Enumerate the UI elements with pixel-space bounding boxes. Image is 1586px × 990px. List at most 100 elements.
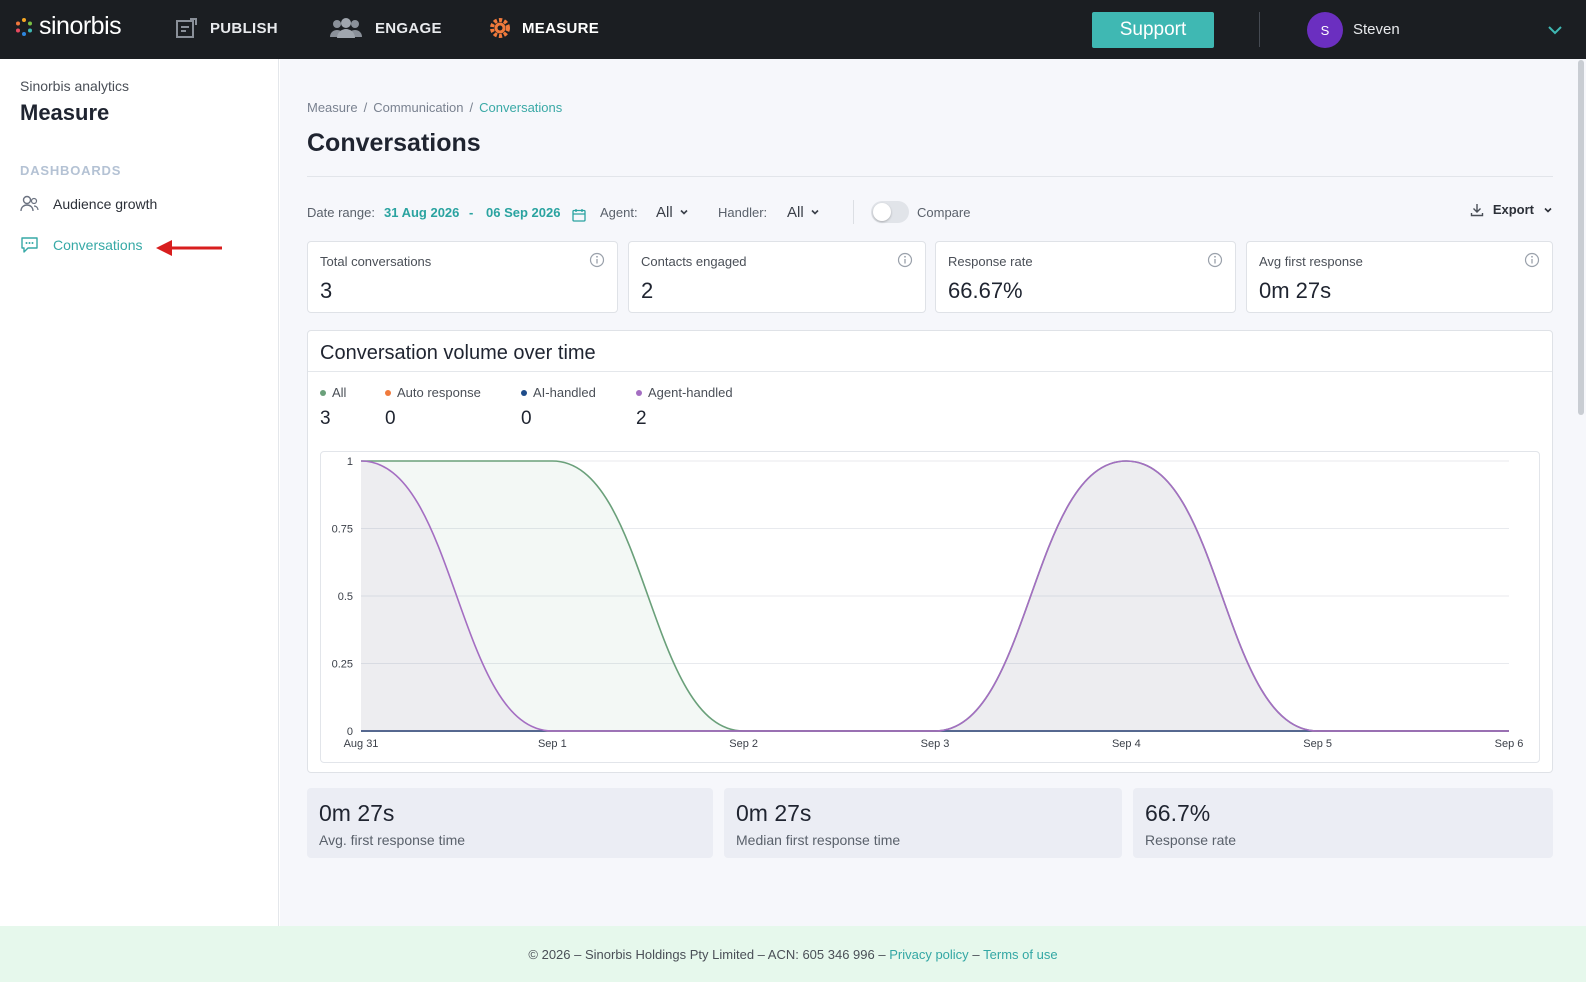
sidebar: Sinorbis analytics Measure DASHBOARDS Au… — [0, 59, 279, 926]
x-tick-label: Sep 1 — [538, 738, 567, 750]
user-name[interactable]: Steven — [1353, 21, 1400, 38]
legend-value: 0 — [385, 408, 396, 429]
kpi-label: Contacts engaged — [641, 254, 747, 269]
info-icon[interactable] — [589, 252, 605, 268]
legend-label: All — [332, 385, 347, 400]
kpi-response-rate: Response rate 66.67% — [935, 241, 1236, 313]
page-scrollbar[interactable] — [1578, 60, 1584, 415]
series-line-agent-handled — [360, 460, 1509, 732]
y-tick-label: 0 — [347, 726, 353, 738]
legend-auto-response[interactable]: Auto response 0 — [385, 385, 481, 430]
brand-name: sinorbis — [39, 12, 122, 40]
topbar-divider — [1259, 12, 1260, 47]
series-area-agent-handled — [361, 461, 1509, 731]
sidebar-item-conversations[interactable]: Conversations — [20, 236, 143, 254]
info-icon[interactable] — [1207, 252, 1223, 268]
kpi-label: Response rate — [948, 254, 1033, 269]
info-icon[interactable] — [897, 252, 913, 268]
kpi-value: 66.67% — [948, 278, 1023, 303]
y-tick-label: 0.75 — [332, 524, 353, 536]
date-start[interactable]: 31 Aug 2026 — [384, 204, 460, 220]
footer-copyright: © 2026 – Sinorbis Holdings Pty Limited –… — [528, 946, 886, 962]
sidebar-item-audience-growth[interactable]: Audience growth — [20, 195, 157, 213]
chevron-down-icon — [1544, 207, 1552, 213]
y-tick-label: 0.5 — [338, 591, 353, 603]
stat-avg-first-response-time: 0m 27s Avg. first response time — [307, 788, 713, 858]
chat-icon — [21, 237, 38, 253]
chevron-down-icon — [811, 209, 819, 215]
export-button[interactable]: Export — [1470, 202, 1553, 217]
nav-engage[interactable]: ENGAGE — [328, 17, 442, 39]
kpi-value: 0m 27s — [1259, 278, 1332, 303]
kpi-value: 2 — [641, 278, 654, 303]
breadcrumb-communication[interactable]: Communication — [373, 100, 464, 115]
handler-select-value: All — [787, 203, 804, 221]
x-tick-label: Sep 3 — [921, 738, 950, 750]
stat-label: Median first response time — [736, 832, 901, 848]
publish-icon — [176, 18, 197, 38]
stat-median-first-response-time: 0m 27s Median first response time — [724, 788, 1122, 858]
terms-of-use-link[interactable]: Terms of use — [983, 946, 1058, 962]
audience-icon — [20, 195, 39, 212]
sidebar-app-name: Sinorbis analytics — [20, 78, 129, 94]
export-label: Export — [1492, 202, 1534, 217]
legend-dot — [320, 389, 326, 396]
footer: © 2026 – Sinorbis Holdings Pty Limited –… — [0, 926, 1586, 982]
sinorbis-logo[interactable]: sinorbis — [14, 12, 122, 41]
breadcrumb-conversations: Conversations — [479, 100, 563, 115]
kpi-label: Avg first response — [1259, 254, 1363, 269]
people-icon — [330, 18, 362, 38]
chevron-down-icon — [680, 209, 688, 215]
legend-all[interactable]: All 3 — [320, 385, 346, 430]
legend-value: 0 — [521, 408, 532, 429]
nav-measure[interactable]: MEASURE — [489, 17, 599, 39]
stat-label: Avg. first response time — [319, 832, 466, 848]
nav-publish[interactable]: PUBLISH — [175, 17, 278, 39]
legend-value: 3 — [320, 408, 331, 429]
x-tick-label: Sep 5 — [1303, 738, 1332, 750]
agent-select[interactable]: All — [656, 202, 689, 222]
support-button[interactable]: Support — [1092, 12, 1214, 48]
nav-publish-label: PUBLISH — [210, 19, 278, 37]
kpi-total-conversations: Total conversations 3 — [307, 241, 618, 313]
legend-dot — [521, 389, 527, 396]
sidebar-item-label: Conversations — [53, 237, 143, 253]
handler-select[interactable]: All — [787, 202, 820, 222]
legend-ai-handled[interactable]: AI-handled 0 — [521, 385, 596, 430]
logo-mark-icon — [16, 17, 32, 36]
legend-label: Agent-handled — [648, 385, 733, 400]
stat-value: 66.7% — [1145, 800, 1211, 826]
chart-plot-area: 1 0.75 0.5 0.25 0 Aug 31 Sep 1 Sep 2 Sep 3 Sep 4 S… — [320, 451, 1540, 763]
top-navigation-bar: sinorbis PUBLISH ENGAGE MEASURE Support … — [0, 0, 1586, 59]
nav-engage-label: ENGAGE — [375, 19, 442, 37]
date-range-label: Date range: — [307, 204, 375, 220]
filter-divider — [853, 200, 854, 224]
y-tick-label: 0.25 — [332, 659, 353, 671]
date-end[interactable]: 06 Sep 2026 — [486, 204, 561, 220]
red-arrow-annotation — [156, 240, 222, 256]
kpi-contacts-engaged: Contacts engaged 2 — [628, 241, 926, 313]
y-tick-label: 1 — [347, 456, 353, 468]
privacy-policy-link[interactable]: Privacy policy — [889, 946, 969, 962]
avatar[interactable]: S — [1307, 12, 1343, 48]
compare-label: Compare — [917, 204, 971, 220]
calendar-icon[interactable] — [572, 205, 586, 225]
date-separator: - — [469, 204, 474, 220]
handler-label: Handler: — [718, 204, 768, 220]
kpi-value: 3 — [320, 278, 333, 303]
title-divider — [307, 176, 1553, 177]
main-content: Measure / Communication / Conversations … — [280, 59, 1586, 926]
legend-label: AI-handled — [533, 385, 596, 400]
chevron-down-icon[interactable] — [1546, 21, 1564, 39]
sidebar-title: Measure — [20, 100, 110, 125]
kpi-avg-first-response: Avg first response 0m 27s — [1246, 241, 1553, 313]
stat-response-rate: 66.7% Response rate — [1133, 788, 1553, 858]
compare-toggle[interactable] — [871, 201, 909, 223]
legend-agent-handled[interactable]: Agent-handled 2 — [636, 385, 733, 430]
kpi-label: Total conversations — [320, 254, 432, 269]
breadcrumb-separator: / — [469, 100, 474, 115]
breadcrumb-measure[interactable]: Measure — [307, 100, 358, 115]
info-icon[interactable] — [1524, 252, 1540, 268]
filter-bar: Date range: 31 Aug 2026 - 06 Sep 2026 Ag… — [307, 200, 1553, 226]
